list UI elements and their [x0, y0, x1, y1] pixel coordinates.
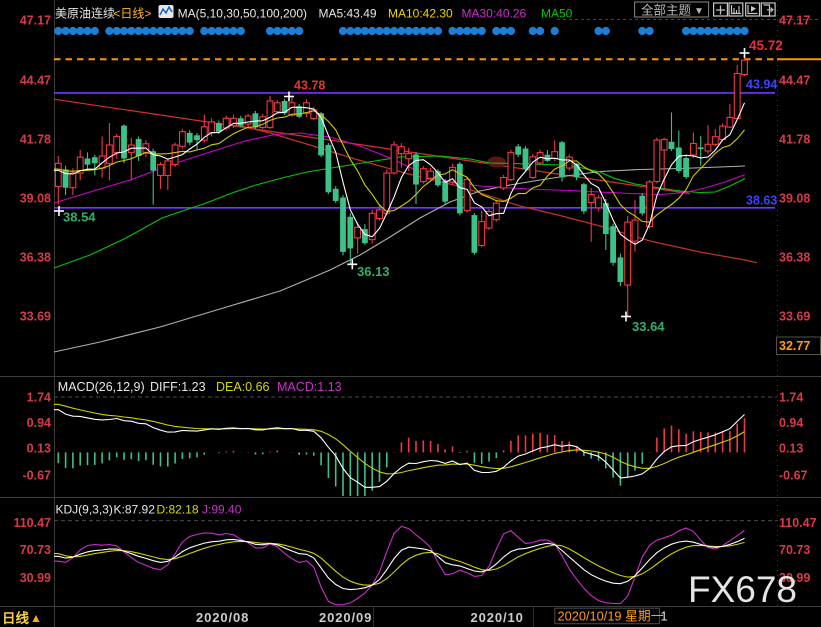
svg-text:0.94: 0.94 [779, 416, 803, 430]
svg-text:36.13: 36.13 [357, 264, 390, 279]
svg-text:47.17: 47.17 [779, 13, 810, 27]
svg-text:-0.67: -0.67 [23, 468, 52, 482]
svg-text:▼: ▼ [694, 6, 704, 17]
svg-text:日线: 日线 [2, 610, 29, 626]
svg-text:2020/10/19 星期一: 2020/10/19 星期一 [558, 609, 664, 624]
svg-text:0.13: 0.13 [27, 442, 51, 456]
svg-text:41.78: 41.78 [779, 132, 810, 146]
svg-text:32.77: 32.77 [779, 339, 810, 353]
svg-text:D:82.18: D:82.18 [157, 503, 199, 517]
svg-text:DEA:0.66: DEA:0.66 [216, 380, 270, 394]
svg-text:33.69: 33.69 [779, 309, 810, 323]
svg-text:0.94: 0.94 [27, 416, 51, 430]
svg-text:J:99.40: J:99.40 [202, 503, 242, 517]
svg-text:43.94: 43.94 [746, 78, 777, 92]
svg-text:110.47: 110.47 [13, 516, 51, 530]
svg-text:KDJ(9,3,3): KDJ(9,3,3) [56, 503, 113, 517]
svg-text:43.78: 43.78 [294, 79, 325, 93]
svg-text:MA50: MA50 [541, 7, 573, 21]
svg-text:K:87.92: K:87.92 [114, 503, 156, 517]
svg-text:MACD:1.13: MACD:1.13 [277, 380, 342, 394]
svg-text:36.38: 36.38 [779, 250, 810, 264]
svg-text:-0.67: -0.67 [779, 468, 808, 482]
svg-text:33.64: 33.64 [632, 319, 665, 334]
svg-text:70.73: 70.73 [779, 543, 810, 557]
svg-text:美原油连续: 美原油连续 [55, 6, 115, 21]
svg-text:44.47: 44.47 [20, 73, 51, 87]
svg-text:1.74: 1.74 [779, 390, 803, 404]
svg-text:36.38: 36.38 [20, 250, 51, 264]
svg-text:MA5:43.49: MA5:43.49 [319, 7, 377, 21]
svg-text:44.47: 44.47 [779, 73, 810, 87]
svg-text:47.17: 47.17 [20, 13, 51, 27]
svg-text:0.13: 0.13 [779, 442, 803, 456]
svg-text:MACD(26,12,9): MACD(26,12,9) [58, 380, 145, 394]
svg-text:2020/09: 2020/09 [319, 610, 372, 625]
svg-text:MA30:40.26: MA30:40.26 [462, 7, 527, 21]
svg-text:2020/10: 2020/10 [471, 610, 524, 625]
svg-text:30.99: 30.99 [20, 571, 51, 585]
svg-text:70.73: 70.73 [20, 543, 51, 557]
svg-text:45.72: 45.72 [749, 38, 783, 53]
svg-text:▲: ▲ [30, 611, 42, 625]
svg-text:41.78: 41.78 [20, 132, 51, 146]
svg-text:39.08: 39.08 [20, 191, 51, 205]
svg-text:2020/08: 2020/08 [196, 610, 249, 625]
svg-text:110.47: 110.47 [779, 516, 817, 530]
svg-text:1.74: 1.74 [27, 390, 51, 404]
svg-text:MA(5,10,30,50,100,200): MA(5,10,30,50,100,200) [178, 7, 307, 21]
svg-text:30.99: 30.99 [779, 571, 810, 585]
svg-text:1: 1 [661, 610, 668, 624]
svg-text:33.69: 33.69 [20, 309, 51, 323]
svg-text:MA10:42.30: MA10:42.30 [388, 7, 453, 21]
svg-text:38.54: 38.54 [63, 210, 96, 225]
svg-text:38.63: 38.63 [746, 194, 777, 208]
svg-text:全部主题: 全部主题 [641, 3, 692, 18]
svg-text:DIFF:1.23: DIFF:1.23 [150, 380, 206, 394]
svg-text:FX678: FX678 [688, 569, 797, 610]
svg-text:<日线>: <日线> [113, 7, 151, 21]
svg-text:39.08: 39.08 [779, 191, 810, 205]
